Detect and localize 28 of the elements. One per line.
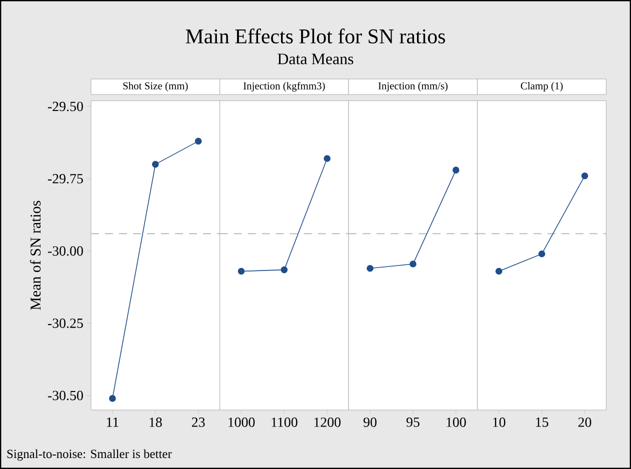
point bbox=[152, 160, 159, 168]
x-tick-label: 100 bbox=[446, 418, 466, 427]
text: Main Effects Plot for SN ratios bbox=[186, 28, 446, 44]
y-tick-label: -30.00 bbox=[48, 246, 83, 256]
point bbox=[109, 395, 116, 402]
y-tick-label: -30.50 bbox=[48, 390, 83, 400]
point bbox=[194, 138, 202, 145]
text: Signal-to-noise: Smaller is better bbox=[7, 449, 172, 461]
chart-title: Clamp (1) bbox=[520, 82, 563, 92]
x-tick-label: 15 bbox=[536, 418, 548, 427]
chart-title: Injection (kgfmm3) bbox=[243, 82, 325, 92]
x-tick-label: 10 bbox=[493, 418, 506, 427]
x-tick-label: 20 bbox=[578, 418, 592, 427]
x-tick-label: 1200 bbox=[314, 418, 341, 427]
y-tick-label: -29.50 bbox=[48, 102, 83, 112]
chart-title: Injection (mm/s) bbox=[378, 82, 448, 92]
y-tick-label: -30.25 bbox=[48, 318, 83, 328]
x-tick-label: 18 bbox=[150, 418, 162, 427]
x-tick-label: 95 bbox=[406, 418, 420, 427]
y-tick-label: -29.75 bbox=[48, 174, 83, 184]
x-tick-label: 90 bbox=[364, 418, 377, 427]
x-tick-label: 1100 bbox=[272, 418, 298, 427]
x-tick-label: 11 bbox=[106, 418, 118, 427]
chart-title: Shot Size (mm) bbox=[123, 82, 188, 92]
x-tick-label: 23 bbox=[192, 418, 205, 427]
text: Data Means bbox=[278, 54, 354, 64]
y-axis-title: Mean of SN ratios bbox=[30, 200, 41, 310]
x-tick-label: 1000 bbox=[228, 418, 255, 427]
